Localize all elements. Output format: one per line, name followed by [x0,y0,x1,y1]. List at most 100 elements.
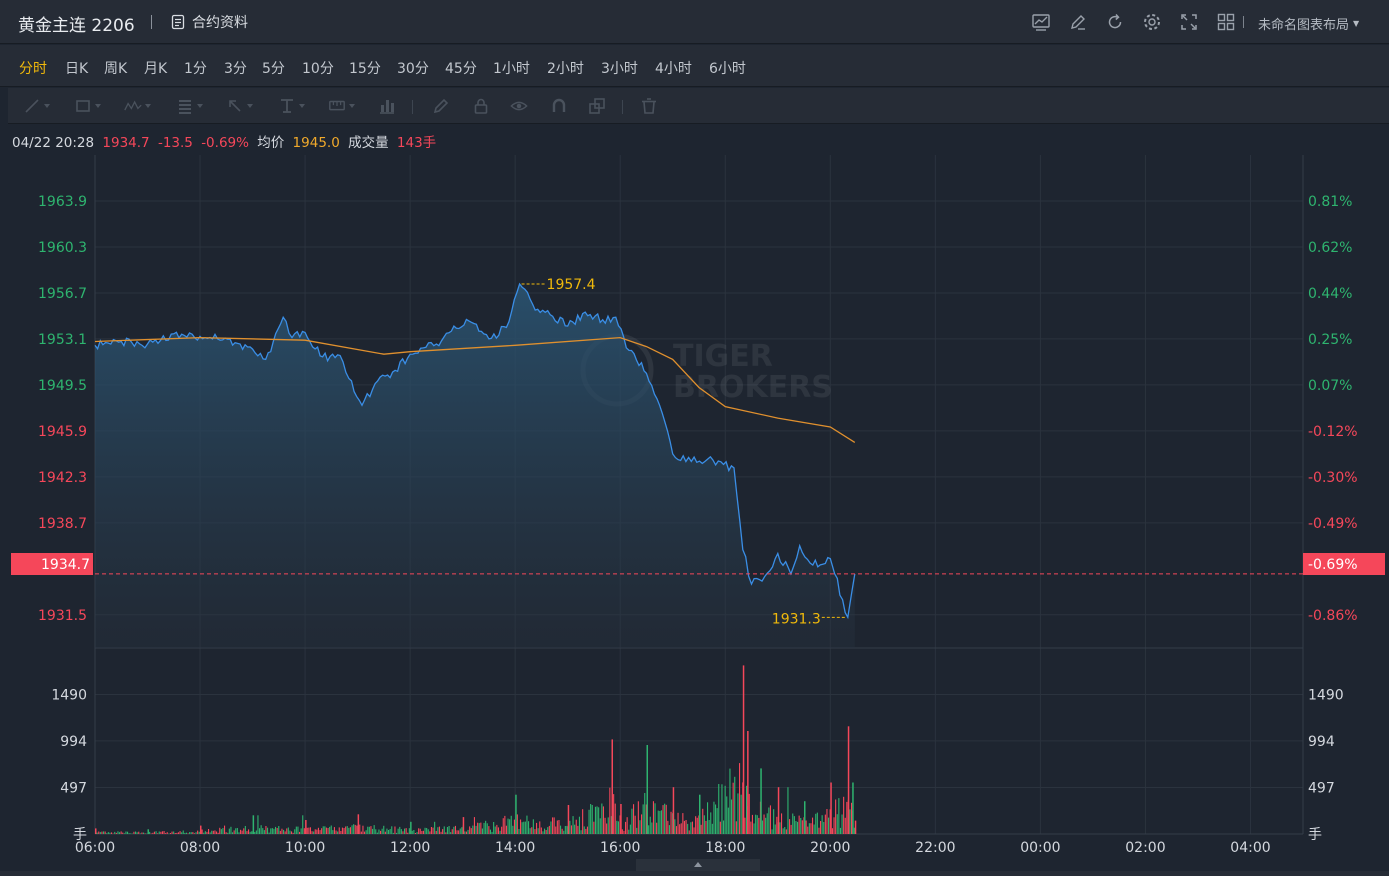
volume-bar [521,822,523,834]
period-tab-intraday[interactable]: 分时 [19,61,47,77]
volume-bar [735,821,737,834]
volume-bar [286,828,288,834]
period-tab-month[interactable]: 月K [144,61,168,77]
lock-tool[interactable] [472,96,490,116]
volume-bar [844,817,846,834]
fullscreen-icon[interactable] [1178,11,1200,33]
volume-bar [233,830,235,834]
clone-icon [589,98,605,114]
volume-bar [765,817,767,834]
rectangle-tool[interactable] [74,96,101,116]
volume-bar [756,815,758,834]
volume-bar [793,816,795,834]
magnet-tool[interactable] [550,96,568,116]
volume-bar [119,832,121,834]
intraday-chart[interactable]: TIGER BROKERS 1963.91960.31956.71953.119… [0,150,1389,860]
volume-bar [688,830,690,834]
period-tab-3m[interactable]: 3分 [224,61,247,77]
pattern-tool[interactable] [124,96,151,116]
period-tab-week[interactable]: 周K [104,61,128,77]
text-tool[interactable] [278,96,305,116]
delete-tool[interactable] [640,96,658,116]
caret-down-icon: ▼ [1353,19,1360,28]
brush-tool[interactable] [432,96,450,116]
contract-info-button[interactable]: 合约资料 [170,12,248,32]
time-tick-label: 20:00 [810,840,850,856]
volume-bar [665,804,667,834]
draw-icon[interactable] [1067,11,1089,33]
volume-bar [152,832,154,834]
period-tab-5m[interactable]: 5分 [262,61,285,77]
period-tab-10m[interactable]: 10分 [302,61,334,77]
layout-dropdown[interactable]: 未命名图表布局 ▼ [1258,14,1359,33]
fib-tool[interactable] [176,96,203,116]
volume-bar [609,787,611,834]
period-tab-2h[interactable]: 2小时 [547,61,584,77]
volume-bar [160,831,162,834]
period-tab-day[interactable]: 日K [65,61,89,77]
max-price-label: 1957.4 [547,277,596,293]
volume-bar [322,826,324,834]
volume-bar-peak [95,828,97,834]
volume-bar [489,829,491,834]
volume-bar [313,831,315,834]
volume-bar [621,829,623,834]
period-tab-6h[interactable]: 6小时 [709,61,746,77]
volume-bar [493,822,495,834]
volume-bar [176,832,178,834]
volume-bar [614,803,616,834]
indicator-icon[interactable] [1030,11,1052,33]
volume-bar [96,832,98,834]
volume-bar [664,803,666,834]
volume-bar [185,832,187,834]
volume-bar [143,832,145,834]
measure-tool[interactable] [328,96,355,116]
volume-bar [821,815,823,834]
volume-bar [496,824,498,834]
volume-bar [411,830,413,834]
volume-bar [782,828,784,834]
visibility-tool[interactable] [510,96,528,116]
volume-bar [851,802,853,834]
volume-bar-peak [852,782,854,834]
period-tab-30m[interactable]: 30分 [397,61,429,77]
volume-bar [208,829,210,834]
period-tab-45m[interactable]: 45分 [445,61,477,77]
clone-tool[interactable] [588,96,606,116]
volume-tick-label: 1490 [1308,687,1344,703]
settings-icon[interactable] [1141,11,1163,33]
volume-bar [254,832,256,834]
volume-bar [812,817,814,834]
measure-icon [329,100,345,111]
volume-bar [405,828,407,834]
volume-bar [99,832,101,834]
refresh-icon[interactable] [1104,11,1126,33]
period-tab-1m[interactable]: 1分 [184,61,207,77]
period-tab-3h[interactable]: 3小时 [601,61,638,77]
volume-bar [300,828,302,834]
period-tab-15m[interactable]: 15分 [349,61,381,77]
volume-bar [472,825,474,834]
volume-bar-peak [672,787,675,834]
trend-line-tool[interactable] [23,96,50,116]
volume-bar-peak [760,768,762,834]
volume-bar [808,823,810,834]
volume-bar [184,832,186,834]
period-tab-4h[interactable]: 4小时 [655,61,692,77]
volume-bar [588,809,590,834]
volume-bar [682,813,684,834]
period-tab-1h[interactable]: 1小时 [493,61,530,77]
volume-bar [424,827,426,834]
volume-bar [446,827,448,834]
grid-layout-icon[interactable] [1215,11,1237,33]
volume-bar [583,826,585,834]
arrow-tool[interactable] [226,96,253,116]
time-tick-label: 04:00 [1230,840,1270,856]
volume-bar [165,833,167,834]
indicator-tool[interactable] [378,96,396,116]
document-icon [171,14,185,30]
volume-bar-peak [742,665,745,834]
bottom-expand-handle[interactable] [636,859,760,871]
current-pct-tag-label: -0.69% [1308,557,1358,573]
price-area-fill [95,284,855,648]
